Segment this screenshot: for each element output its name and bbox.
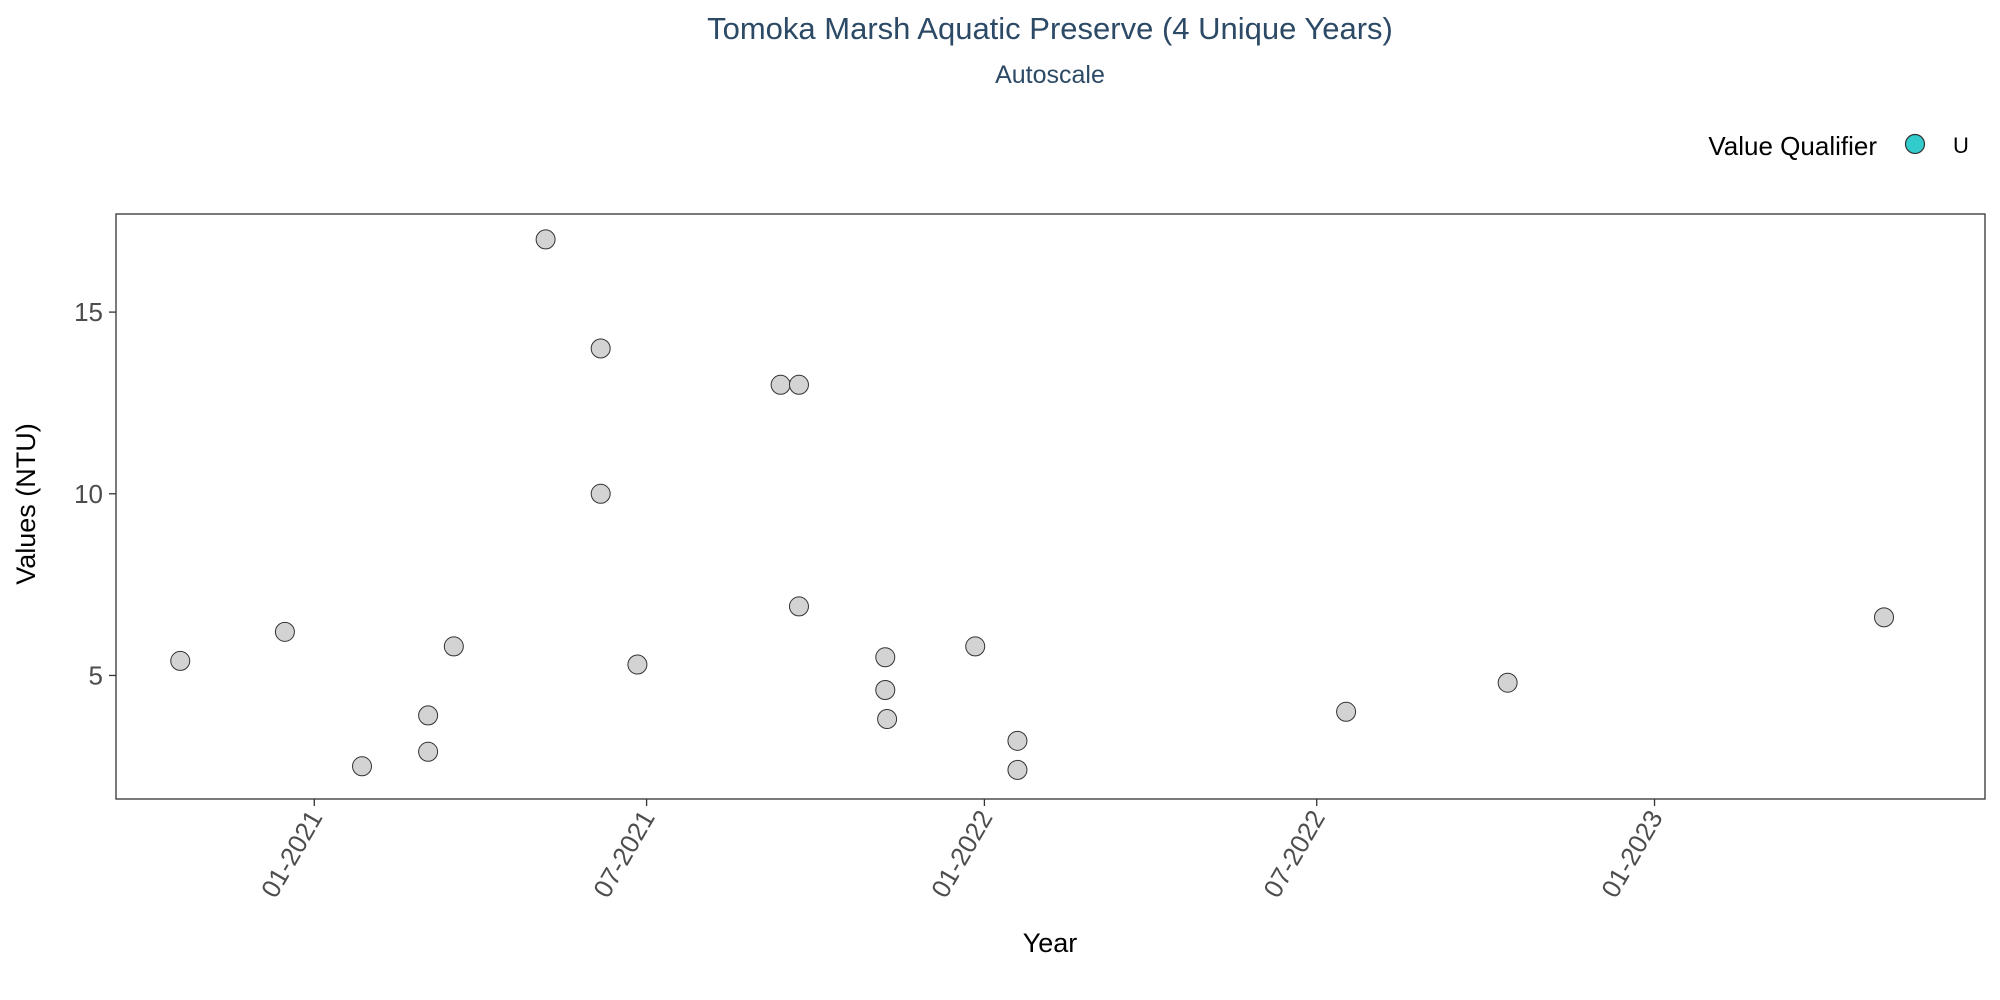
y-axis-label: Values (NTU)	[11, 423, 41, 585]
data-point	[877, 709, 898, 730]
data-point	[788, 374, 809, 395]
data-point	[535, 229, 556, 250]
legend-marker-u	[1904, 133, 1926, 155]
legend-label-u: U	[1953, 133, 1969, 158]
x-axis-label: Year	[1023, 928, 1078, 958]
legend: Value Qualifier U	[1708, 131, 1969, 161]
data-point	[1874, 607, 1895, 628]
y-tick-label: 15	[74, 297, 103, 327]
data-point	[875, 647, 896, 668]
data-point	[443, 636, 464, 657]
x-tick-label: 07-2022	[1257, 805, 1331, 903]
x-tick-label: 01-2022	[925, 805, 999, 903]
y-tick-label: 10	[74, 479, 103, 509]
data-point	[627, 654, 648, 675]
data-point	[788, 596, 809, 617]
chart-title: Tomoka Marsh Aquatic Preserve (4 Unique …	[707, 11, 1393, 46]
plot-panel	[115, 213, 1986, 800]
data-point	[1497, 672, 1518, 693]
legend-title: Value Qualifier	[1708, 131, 1877, 161]
y-tick-label: 5	[89, 660, 103, 690]
data-point	[590, 483, 611, 504]
data-point	[1007, 759, 1028, 780]
data-point	[1336, 701, 1357, 722]
data-point	[170, 650, 191, 671]
data-point	[770, 374, 791, 395]
data-points	[170, 229, 1895, 780]
x-tick-label: 01-2021	[255, 805, 329, 903]
data-point	[352, 756, 373, 777]
x-tick-label: 07-2021	[587, 805, 661, 903]
x-tick-label: 01-2023	[1595, 805, 1669, 903]
data-point	[418, 705, 439, 726]
data-point	[875, 679, 896, 700]
y-axis: 5 10 15	[74, 297, 116, 690]
data-point	[590, 338, 611, 359]
data-point	[1007, 730, 1028, 751]
chart-subtitle: Autoscale	[995, 61, 1105, 89]
x-axis: 01-2021 07-2021 01-2022 07-2022 01-2023	[255, 799, 1669, 903]
data-point	[965, 636, 986, 657]
data-point	[274, 621, 295, 642]
data-point	[418, 741, 439, 762]
